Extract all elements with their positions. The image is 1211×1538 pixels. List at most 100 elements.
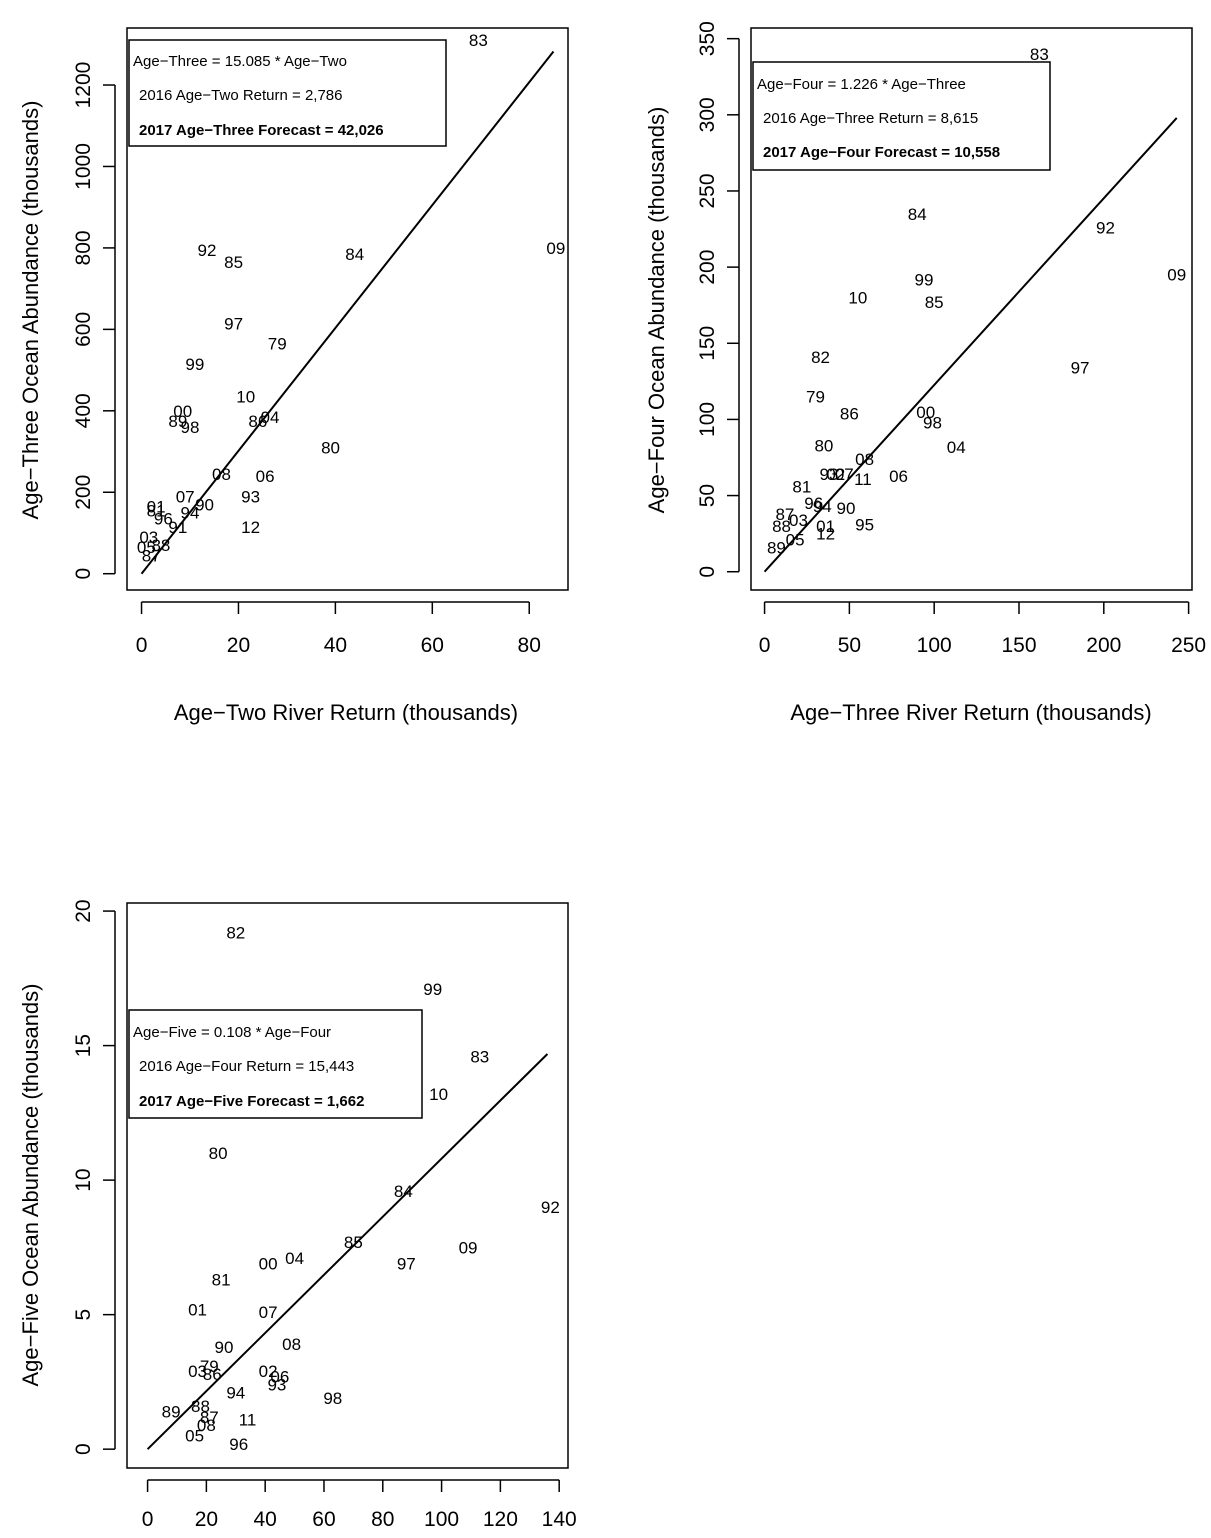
point-01: 01 [147,498,166,517]
point-09: 09 [459,1238,478,1257]
point-92: 92 [1096,219,1115,238]
point-87: 87 [200,1408,219,1427]
plot-frame [126,902,569,1469]
point-93: 93 [241,487,260,506]
point-86: 86 [248,412,267,431]
y-tick-label: 800 [72,230,95,265]
point-00: 00 [916,403,935,422]
point-89: 89 [767,538,786,557]
point-89: 89 [162,1403,181,1422]
point-86: 86 [203,1365,222,1384]
y-tick-label: 200 [696,250,719,285]
point-84: 84 [908,205,927,224]
point-86: 86 [840,404,859,423]
point-07: 07 [176,487,195,506]
point-93: 93 [820,465,839,484]
y-tick-label: 15 [72,1034,95,1057]
point-08: 08 [282,1335,301,1354]
point-92: 92 [541,1198,560,1217]
point-02: 02 [259,1362,278,1381]
point-85: 85 [224,253,243,272]
point-90: 90 [837,499,856,518]
point-12: 12 [816,525,835,544]
point-99: 99 [185,355,204,374]
point-04: 04 [285,1249,304,1268]
x-tick-label: 40 [324,634,347,657]
x-tick-label: 140 [542,1508,577,1531]
point-08: 08 [855,450,874,469]
point-88: 88 [191,1397,210,1416]
point-80: 80 [321,438,340,457]
legend-line-3: 2017 Age−Three Forecast = 42,026 [139,122,384,139]
point-06: 06 [270,1368,289,1387]
point-96: 96 [229,1435,248,1454]
point-01: 01 [816,517,835,536]
point-96: 96 [154,510,173,529]
y-tick-label: 300 [696,97,719,132]
point-12: 12 [241,518,260,537]
point-99: 99 [915,270,934,289]
plot-frame [750,27,1193,591]
x-tick-label: 0 [759,634,771,657]
x-tick-label: 100 [424,1508,459,1531]
x-tick-label: 200 [1086,634,1121,657]
legend-box [128,39,447,147]
x-axis-title: Age−Two River Return (thousands) [174,700,518,725]
y-tick-label: 250 [696,173,719,208]
y-tick-label: 100 [696,402,719,437]
point-87: 87 [775,505,794,524]
point-97: 97 [1071,359,1090,378]
point-90: 90 [215,1338,234,1357]
x-tick-label: 20 [195,1508,218,1531]
x-tick-label: 60 [421,634,444,657]
point-94: 94 [226,1384,245,1403]
point-79: 79 [268,335,287,354]
point-97: 97 [397,1255,416,1274]
point-90: 90 [195,495,214,514]
x-tick-label: 120 [483,1508,518,1531]
x-tick-label: 250 [1171,634,1206,657]
point-83: 83 [470,1047,489,1066]
point-81: 81 [147,502,166,521]
legend-line-2: 2016 Age−Three Return = 8,615 [763,110,978,127]
point-83: 83 [1030,45,1049,64]
point-09: 09 [546,239,565,258]
x-tick-label: 40 [254,1508,277,1531]
chart-2: 0 50 100 150 200 250050100150200250300350Age−… [644,21,1206,725]
y-tick-label: 600 [72,312,95,347]
point-97: 97 [224,314,243,333]
point-08: 08 [212,465,231,484]
y-tick-label: 1200 [72,62,95,109]
point-04: 04 [947,438,966,457]
legend-line-2: 2016 Age−Two Return = 2,786 [139,87,343,104]
point-98: 98 [923,413,942,432]
point-11: 11 [854,470,872,489]
point-83: 83 [469,31,488,50]
point-95: 95 [855,516,874,535]
point-93: 93 [267,1376,286,1395]
point-08: 08 [197,1416,216,1435]
regression-line [140,50,555,575]
point-98: 98 [181,418,200,437]
point-82: 82 [226,924,245,943]
legend-line-1: Age−Three = 15.085 * Age−Two [133,53,347,70]
plot-frame [126,27,569,591]
x-tick-label: 100 [917,634,952,657]
point-09: 09 [1167,266,1186,285]
legend-line-1: Age−Four = 1.226 * Age−Three [757,76,966,93]
point-84: 84 [394,1182,413,1201]
y-tick-label: 350 [696,21,719,56]
point-80: 80 [209,1144,228,1163]
point-00: 00 [173,402,192,421]
point-85: 85 [344,1233,363,1252]
y-tick-label: 1000 [72,143,95,190]
y-tick-label: 400 [72,393,95,428]
legend-line-1: Age−Five = 0.108 * Age−Four [133,1024,331,1041]
x-tick-label: 80 [371,1508,394,1531]
legend-line-3: 2017 Age−Four Forecast = 10,558 [763,144,1000,161]
point-06: 06 [256,467,275,486]
point-00: 00 [259,1255,278,1274]
point-82: 82 [811,348,830,367]
